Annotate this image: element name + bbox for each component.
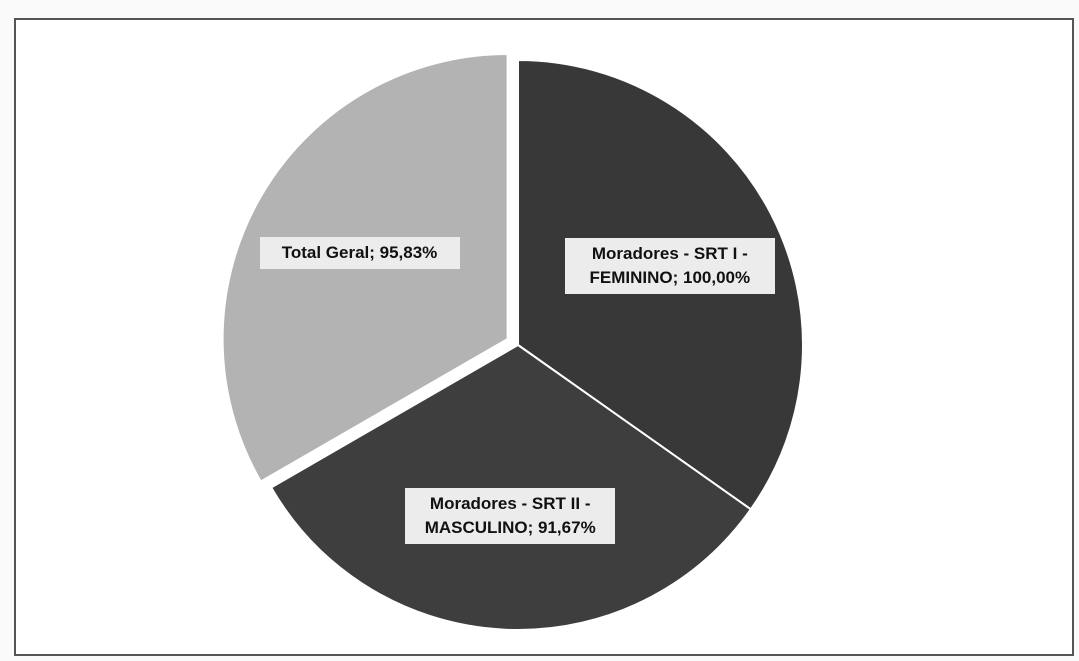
data-label: Total Geral; 95,83% xyxy=(259,237,460,270)
pie-slice xyxy=(269,343,753,631)
data-label: Moradores - SRT II - MASCULINO; 91,67% xyxy=(405,487,616,544)
data-label: Moradores - SRT I - FEMININO; 100,00% xyxy=(564,238,775,295)
